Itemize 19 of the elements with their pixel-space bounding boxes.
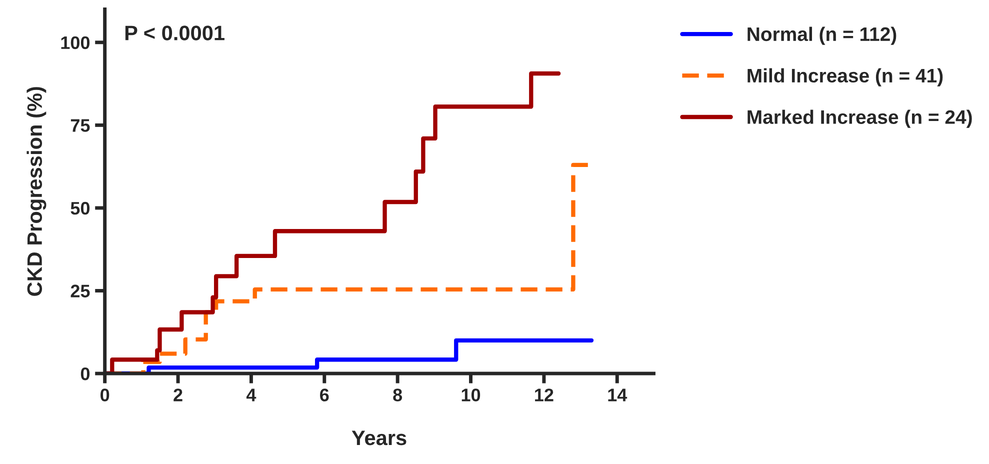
x-tick-label: 8 xyxy=(393,388,402,402)
y-tick-label: 25 xyxy=(70,284,90,298)
x-tick-label: 10 xyxy=(462,388,480,402)
y-tick-label: 75 xyxy=(70,119,90,132)
x-tick-label: 0 xyxy=(100,388,110,402)
x-axis-title: Years xyxy=(352,430,406,446)
y-tick-label: 50 xyxy=(70,202,90,215)
x-tick-label: 14 xyxy=(608,388,628,402)
x-tick-label: 6 xyxy=(320,388,329,402)
x-tick-label: 12 xyxy=(535,388,554,402)
legend-label: Marked Increase (n = 24) xyxy=(748,110,972,128)
x-tick-label: 2 xyxy=(174,388,182,402)
y-tick-label: 0 xyxy=(80,367,90,380)
annotation: P < 0.0001 xyxy=(125,26,224,40)
y-tick-label: 100 xyxy=(61,36,90,50)
legend-label: Mild Increase (n = 41) xyxy=(748,68,943,86)
x-tick-label: 4 xyxy=(246,388,256,402)
legend-label: Normal (n = 112) xyxy=(748,26,896,45)
y-axis-title: CKD Progression (%) xyxy=(26,87,46,296)
